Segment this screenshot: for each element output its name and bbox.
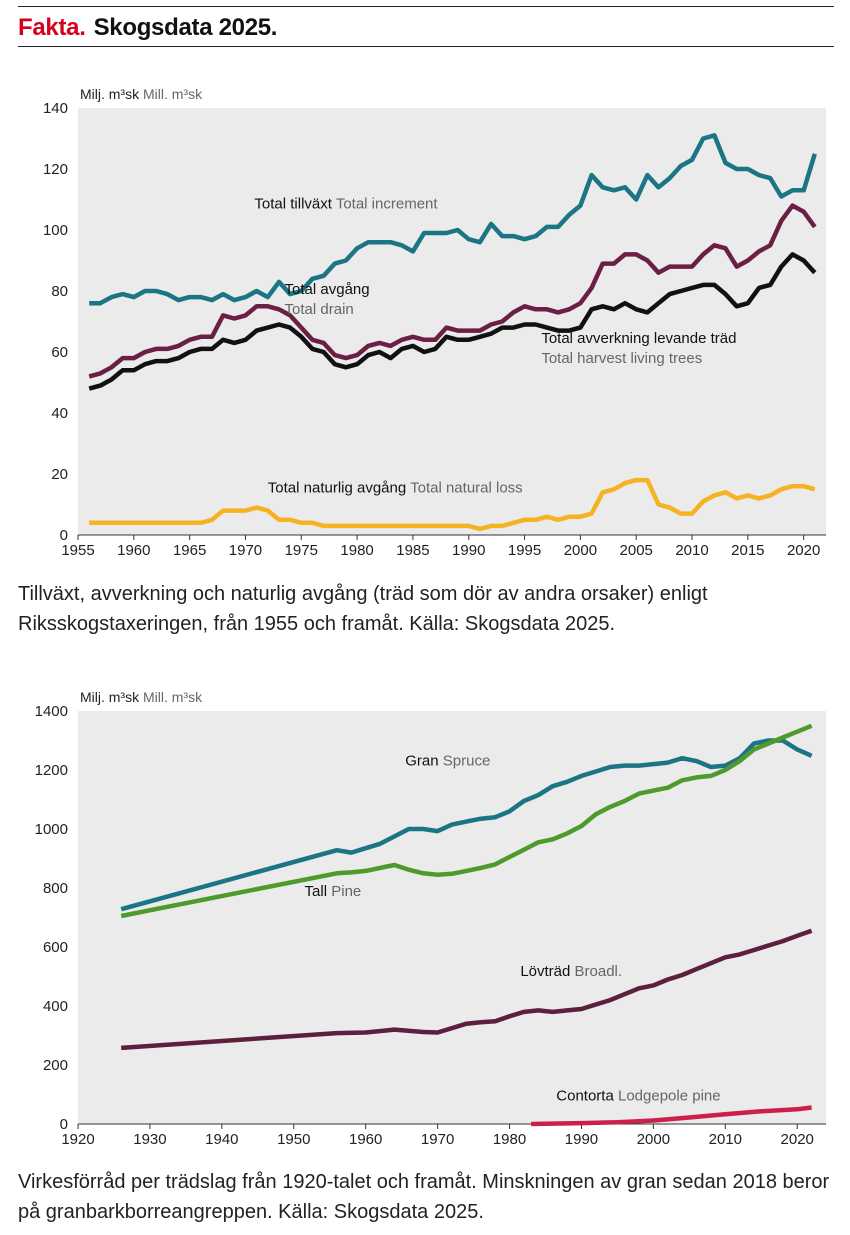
chart1-x-tick-label: 1985	[396, 542, 429, 559]
chart2-y-tick-label: 200	[43, 1057, 68, 1074]
chart2-y-tick-label: 800	[43, 880, 68, 897]
chart1-series-total-natural-loss	[89, 477, 816, 532]
header-rule-bottom	[18, 46, 834, 47]
chart1-plot-area	[78, 108, 826, 535]
chart1-y-tick-label: 120	[43, 161, 68, 178]
chart2-series-label-spruce: Gran Spruce	[405, 753, 490, 770]
chart2-series-spruce	[120, 738, 813, 912]
chart1-y-tick-label: 140	[43, 100, 68, 117]
chart2-x-tick-label: 1920	[61, 1131, 94, 1148]
caption-chart1: Tillväxt, avverkning och naturlig avgång…	[18, 583, 708, 635]
chart1-y-tick-label: 20	[51, 466, 68, 483]
chart-growth-harvest: Milj. m³sk Mill. m³sk 0 20 40 60 80 100 120 140 1…	[43, 86, 826, 559]
chart2-series-label-lodgepole-pine: Contorta Lodgepole pine	[556, 1087, 720, 1104]
header-title: Skogsdata 2025.	[93, 14, 278, 41]
chart2-y-tick-label: 400	[43, 998, 68, 1015]
chart1-series-label-total-increment: Total tillväxt Total increment	[254, 196, 438, 213]
chart1-x-tick-label: 2000	[564, 542, 597, 559]
chart2-x-tick-label: 2010	[709, 1131, 742, 1148]
chart1-series-label-total-harvest-living-trees: Total avverkning levande träd Total harve…	[541, 330, 736, 367]
chart2-plot-area	[78, 711, 826, 1124]
chart1-x-tick-label: 2020	[787, 542, 820, 559]
chart1-y-tick-label: 40	[51, 405, 68, 422]
chart1-series-total-harvest-living-trees	[88, 252, 817, 391]
chart2-unit-label: Milj. m³sk Mill. m³sk	[80, 689, 203, 705]
chart1-y-tick-label: 100	[43, 222, 68, 239]
chart1-x-tick-label: 1970	[229, 542, 262, 559]
chart2-series-pine	[120, 723, 813, 919]
chart1-x-tick-label: 1990	[452, 542, 485, 559]
chart1-x-tick-label: 2010	[675, 542, 708, 559]
chart2-x-tick-label: 1940	[205, 1131, 238, 1148]
header-rule-top	[18, 6, 834, 7]
chart2-y-tick-label: 1400	[35, 703, 68, 720]
chart2-series-broadl	[121, 928, 813, 1051]
chart2-y-tick-label: 1000	[35, 821, 68, 838]
chart1-x-tick-label: 1955	[61, 542, 94, 559]
chart1-x-tick-label: 1995	[508, 542, 541, 559]
page-header: Fakta. Skogsdata 2025.	[18, 14, 277, 42]
chart1-y-tick-label: 0	[60, 527, 68, 544]
chart2-x-tick-label: 1950	[277, 1131, 310, 1148]
chart2-series-lodgepole-pine	[531, 1105, 812, 1127]
chart1-unit-label: Milj. m³sk Mill. m³sk	[80, 86, 203, 102]
chart2-x-tick-label: 1970	[421, 1131, 454, 1148]
chart1-series-total-increment	[89, 133, 817, 306]
chart1-x-tick-label: 2005	[620, 542, 653, 559]
caption-chart2: Virkesförråd per trädslag från 1920-tale…	[18, 1171, 830, 1223]
chart2-x-tick-label: 2000	[637, 1131, 670, 1148]
header-fakta: Fakta.	[18, 14, 86, 41]
chart1-y-tick-label: 60	[51, 344, 68, 361]
chart1-series-total-drain	[88, 203, 817, 379]
chart2-y-tick-label: 1200	[35, 762, 68, 779]
chart2-x-tick-label: 1990	[565, 1131, 598, 1148]
chart2-x-tick-label: 1930	[133, 1131, 166, 1148]
chart2-series-label-pine: Tall Pine	[305, 883, 362, 900]
chart2-x-tick-label: 1980	[493, 1131, 526, 1148]
chart1-x-tick-label: 1965	[173, 542, 206, 559]
chart2-y-tick-label: 600	[43, 939, 68, 956]
chart2-series-label-broadl: Lövträd Broadl.	[520, 963, 622, 980]
chart1-x-tick-label: 1975	[285, 542, 318, 559]
chart1-series-label-total-natural-loss: Total naturlig avgång Total natural loss	[268, 479, 523, 496]
chart1-series-label-total-drain: Total avgång Total drain	[285, 281, 370, 318]
chart1-x-tick-label: 2015	[731, 542, 764, 559]
chart-standing-volume: Milj. m³sk Mill. m³sk 0 200 400 600 800 1000 12…	[35, 689, 826, 1148]
chart1-x-tick-label: 1960	[117, 542, 150, 559]
chart1-x-tick-label: 1980	[340, 542, 373, 559]
chart2-x-tick-label: 2020	[781, 1131, 814, 1148]
chart1-y-tick-label: 80	[51, 283, 68, 300]
chart2-x-tick-label: 1960	[349, 1131, 382, 1148]
chart2-y-tick-label: 0	[60, 1116, 68, 1133]
